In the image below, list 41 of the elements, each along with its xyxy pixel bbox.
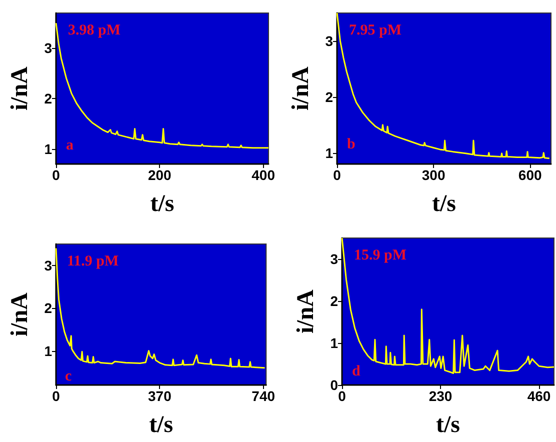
y-tick-label: 2: [44, 90, 52, 107]
y-axis-title: i/nA: [288, 66, 314, 111]
x-axis-title: t/s: [150, 191, 174, 217]
annotation: b: [347, 136, 356, 152]
line-series: [341, 237, 555, 374]
x-tick-label: 200: [148, 167, 172, 183]
x-tick-label: 300: [422, 167, 446, 183]
y-tick-label: 3: [330, 251, 338, 267]
x-tick-label: 600: [518, 167, 542, 183]
annotation: 15.9 pM: [354, 248, 406, 264]
x-tick-label: 400: [252, 167, 276, 183]
y-tick-label: 0: [330, 377, 338, 393]
x-axis-title: t/s: [436, 412, 460, 438]
y-tick-label: 1: [44, 342, 52, 359]
y-tick-label: 3: [44, 257, 52, 274]
y-tick-label: 2: [44, 300, 52, 316]
annotation: c: [65, 368, 72, 384]
y-tick-label: 1: [325, 144, 334, 161]
y-axis-title: i/nA: [7, 66, 33, 111]
x-tick-label: 230: [428, 388, 452, 404]
y-tick-label: 1: [330, 335, 338, 351]
annotation: d: [352, 364, 361, 380]
x-tick-label: 370: [148, 388, 172, 404]
x-axis-title: t/s: [432, 191, 456, 217]
y-tick-label: 1: [44, 140, 52, 157]
y-tick-label: 2: [330, 293, 338, 309]
line-series: [55, 22, 270, 149]
x-tick-label: 740: [252, 388, 276, 404]
x-axis-title: t/s: [149, 412, 174, 438]
y-tick-label: 3: [325, 32, 334, 49]
y-tick-label: 2: [325, 88, 334, 105]
annotation: a: [66, 138, 74, 154]
annotation: 7.95 pM: [349, 22, 402, 38]
line-series: [336, 12, 550, 160]
x-tick-label: 460: [527, 388, 551, 404]
annotation: 3.98 pM: [68, 22, 120, 38]
annotation: 11.9 pM: [67, 254, 119, 270]
y-axis-title: i/nA: [293, 288, 319, 334]
y-tick-label: 3: [44, 40, 52, 56]
line-series: [55, 248, 266, 369]
y-axis-title: i/nA: [7, 292, 33, 337]
